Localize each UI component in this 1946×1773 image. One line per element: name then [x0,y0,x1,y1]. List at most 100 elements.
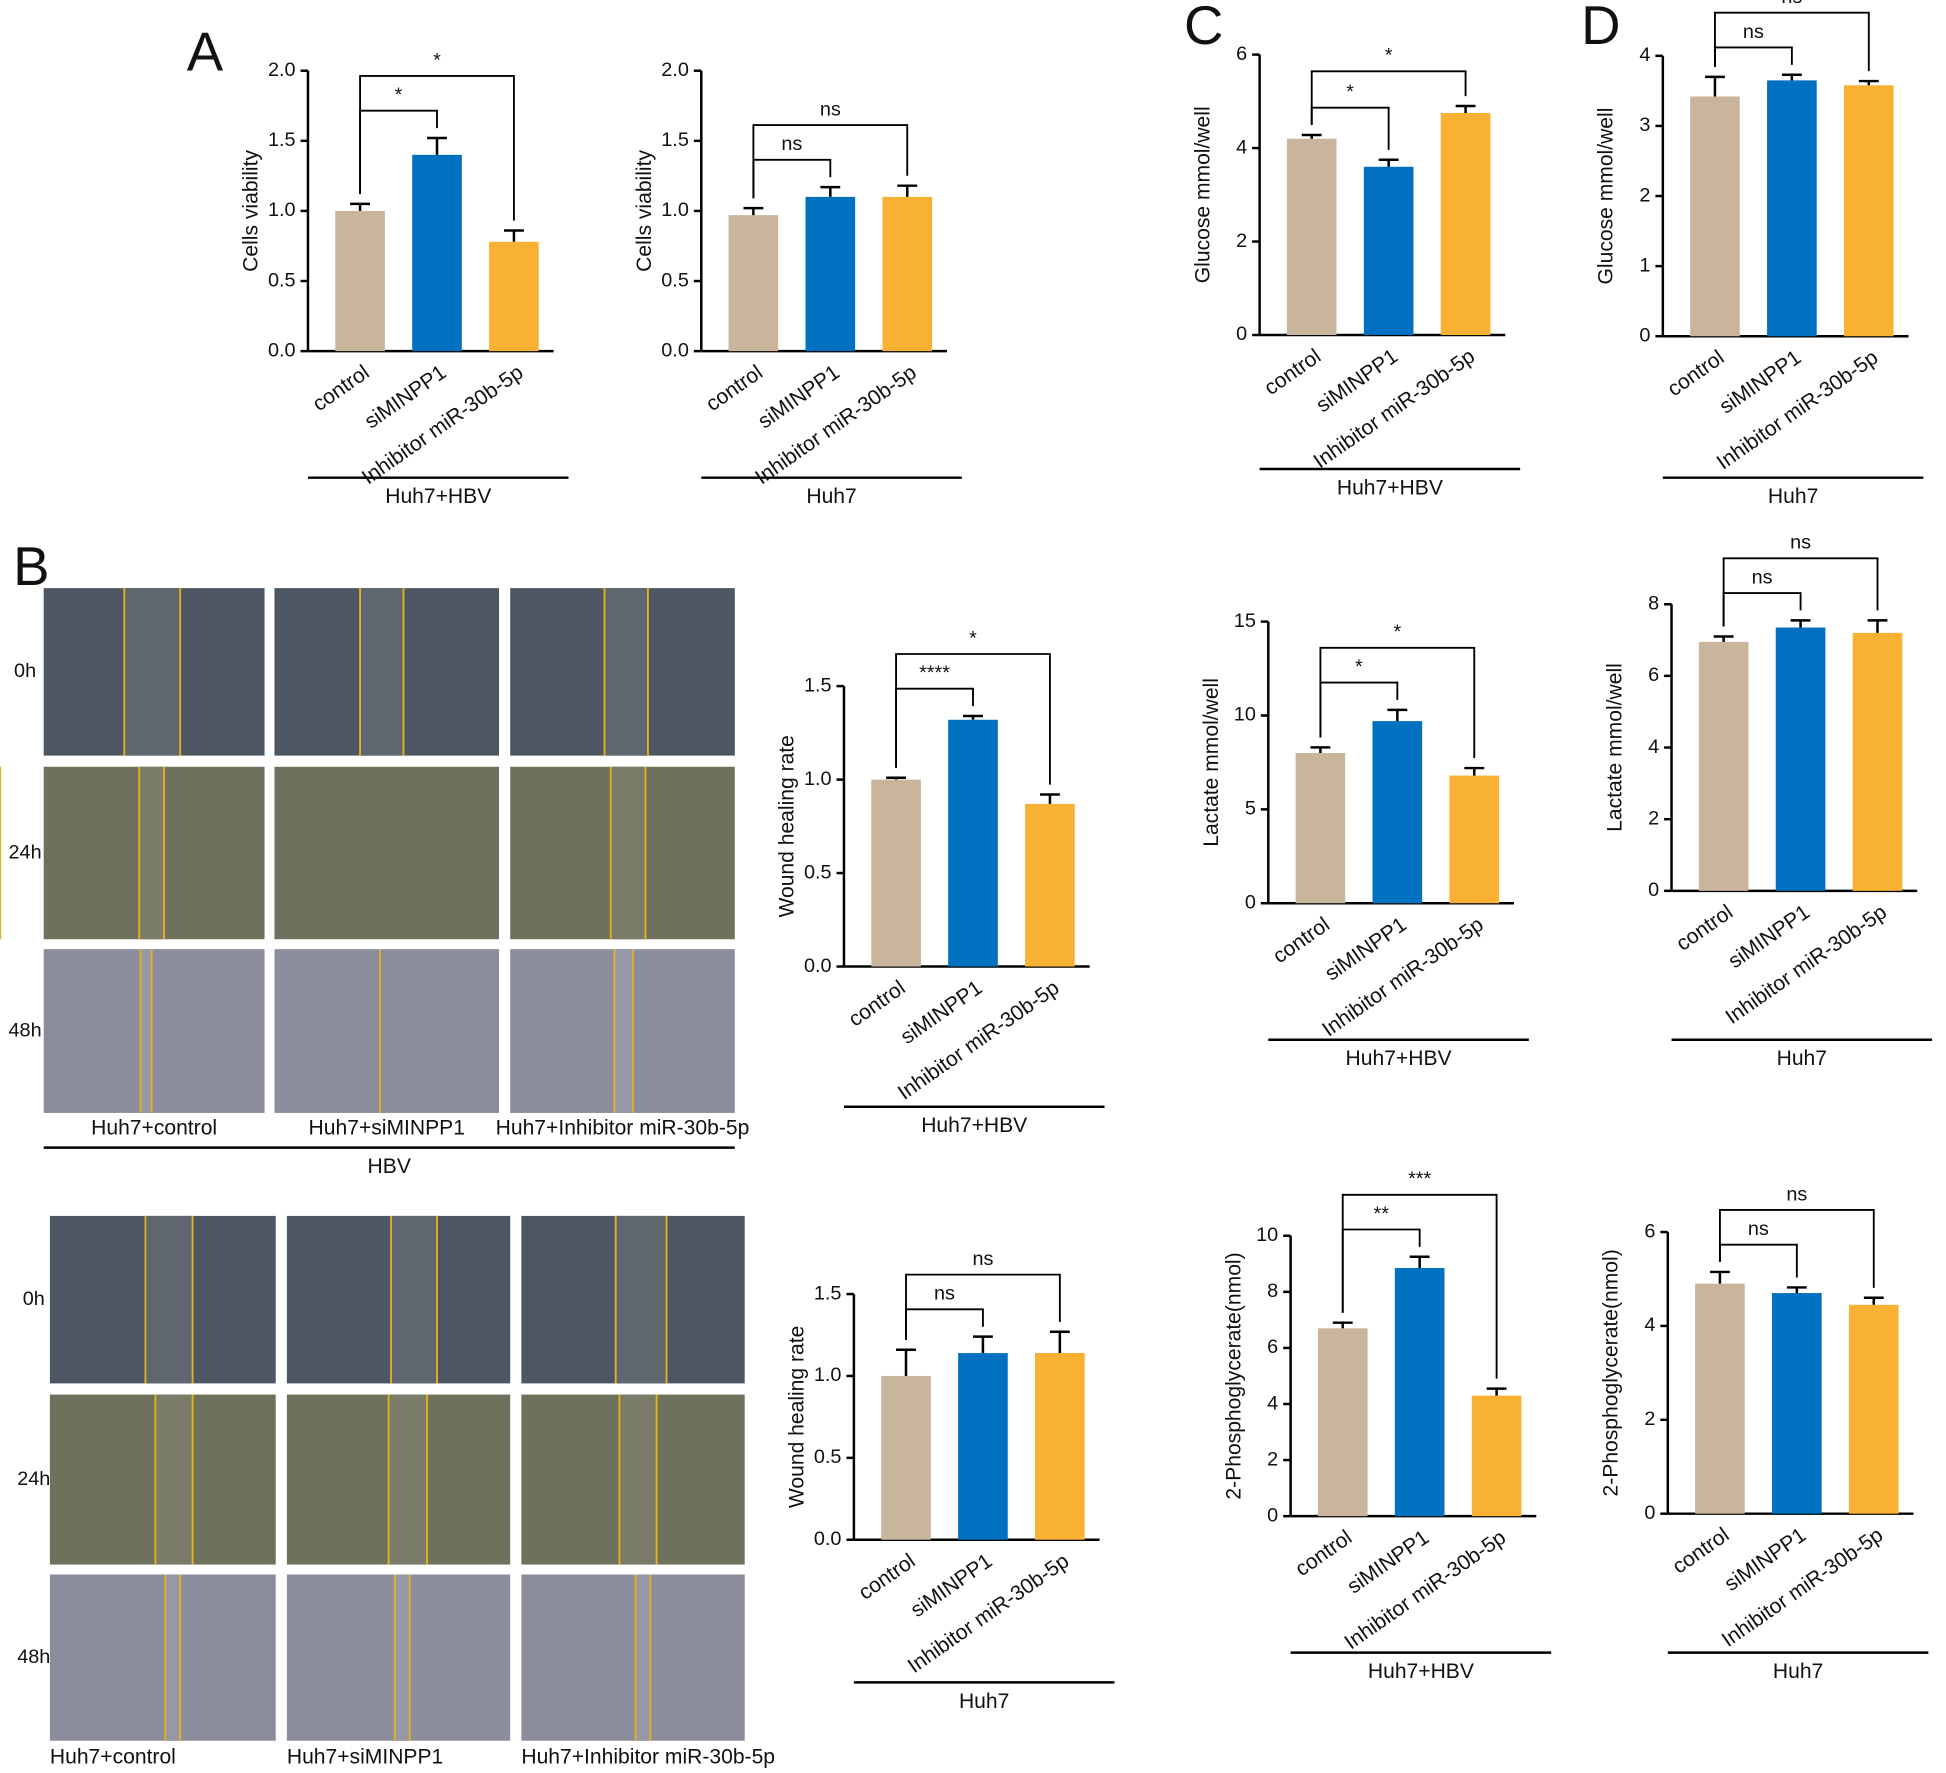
scratch-gap [360,588,404,756]
sig-label: * [969,627,977,649]
y-tick-label: 2 [1648,807,1659,829]
error-bar [743,206,764,216]
group-label: Huh7 [806,485,856,508]
y-tick-label: 4 [1639,44,1650,66]
scratch-gap [619,1394,657,1565]
bar [1317,1328,1368,1517]
time-label: 0h [14,660,36,682]
y-tick-label: 0 [1236,323,1247,345]
bar [1363,166,1414,335]
sig-bracket [1718,1243,1798,1278]
bar [1471,1395,1522,1517]
y-tick-label: 1 [1639,254,1650,276]
sig-label: ns [1743,21,1764,43]
bar [1295,753,1346,904]
y-tick-label: 0.0 [268,339,296,361]
y-tick-label: 0.5 [814,1446,842,1468]
error-bar [896,1348,916,1376]
y-axis-label: Lactate mmol/well [1603,663,1626,832]
x-tick-label: control [702,361,767,416]
sig-label: ns [781,133,802,155]
y-tick-label: 0 [1648,879,1659,901]
x-tick-label: control [1663,346,1728,401]
bar [882,196,933,352]
bar [871,779,921,967]
sig-bracket [1714,46,1793,67]
bar [335,210,385,352]
sig-label: ns [1748,1218,1769,1240]
y-tick-label: 1.0 [268,199,296,221]
y-tick-label: 1.0 [814,1364,842,1386]
y-tick-label: 4 [1648,736,1659,758]
y-tick-label: 2 [1267,1448,1278,1470]
sig-bracket [752,124,909,199]
error-bar [1858,79,1879,86]
bar [958,1353,1008,1540]
bar [1775,627,1826,891]
y-tick-label: 4 [1644,1314,1655,1336]
group-label: Huh7+HBV [1368,1660,1474,1683]
y-axis-label: Glucose mmol/well [1191,106,1214,283]
condition-label: Huh7+Inhibitor miR-30b-5p [521,1746,775,1769]
sig-bracket [1319,646,1476,759]
sig-bracket [752,158,832,199]
sig-label: ns [820,98,841,120]
scratch-gap [140,949,152,1113]
y-tick-label: 0.5 [661,269,689,291]
sig-label: ** [1373,1203,1389,1225]
scratch-gap [388,1394,428,1565]
error-bar [1310,746,1331,754]
bar [1394,1268,1445,1517]
error-bar [1387,708,1408,722]
bar [489,241,539,352]
condition-label: Huh7+control [91,1117,217,1140]
time-label: 24h [9,841,42,863]
error-bar [973,1335,993,1354]
sig-label: ns [1752,566,1773,588]
error-bar [1332,1321,1353,1329]
scratch-gap [155,1394,193,1565]
y-axis-label: Cells viability [633,150,656,272]
error-bar [1464,766,1485,776]
micrograph [274,949,500,1113]
sig-label: * [1385,45,1393,67]
sig-bracket [905,1273,1061,1340]
bar [728,215,779,352]
x-tick-label: control [1291,1526,1356,1581]
bar [1372,721,1423,904]
y-axis-label: Wound healing rate [786,1326,809,1508]
error-bar [963,714,983,720]
bar [1035,1353,1085,1540]
x-tick-label: control [854,1549,919,1604]
x-tick-label: control [1672,901,1737,956]
group-label: Huh7 [1773,1660,1823,1683]
y-tick-label: 1.5 [661,129,689,151]
panel-letter: D [1581,0,1620,56]
y-axis-label: Glucose mmol/well [1595,108,1618,285]
sig-bracket [1341,1193,1498,1379]
error-bar [1455,104,1476,114]
panel-letter: C [1184,0,1223,56]
sig-bracket [1722,557,1879,627]
y-tick-label: 8 [1648,592,1659,614]
y-tick-label: 1.5 [804,674,832,696]
panel-letter: A [187,21,224,82]
bar [1440,113,1491,335]
micrograph [43,949,265,1113]
bar [1690,96,1740,337]
error-bar [1486,1387,1507,1396]
scratch-gap [394,1574,410,1741]
sig-bracket [1718,1208,1875,1288]
y-tick-label: 0.5 [804,861,832,883]
bar [1767,80,1817,337]
bar [881,1375,931,1540]
bar [1449,775,1500,904]
error-bar [350,202,371,211]
scratch-gap [635,1574,651,1741]
panel-letter: B [13,536,49,597]
error-bar [1378,158,1399,167]
y-tick-label: 1.5 [268,129,296,151]
group-label: Huh7+HBV [921,1114,1027,1137]
y-tick-label: 1.5 [814,1282,842,1304]
